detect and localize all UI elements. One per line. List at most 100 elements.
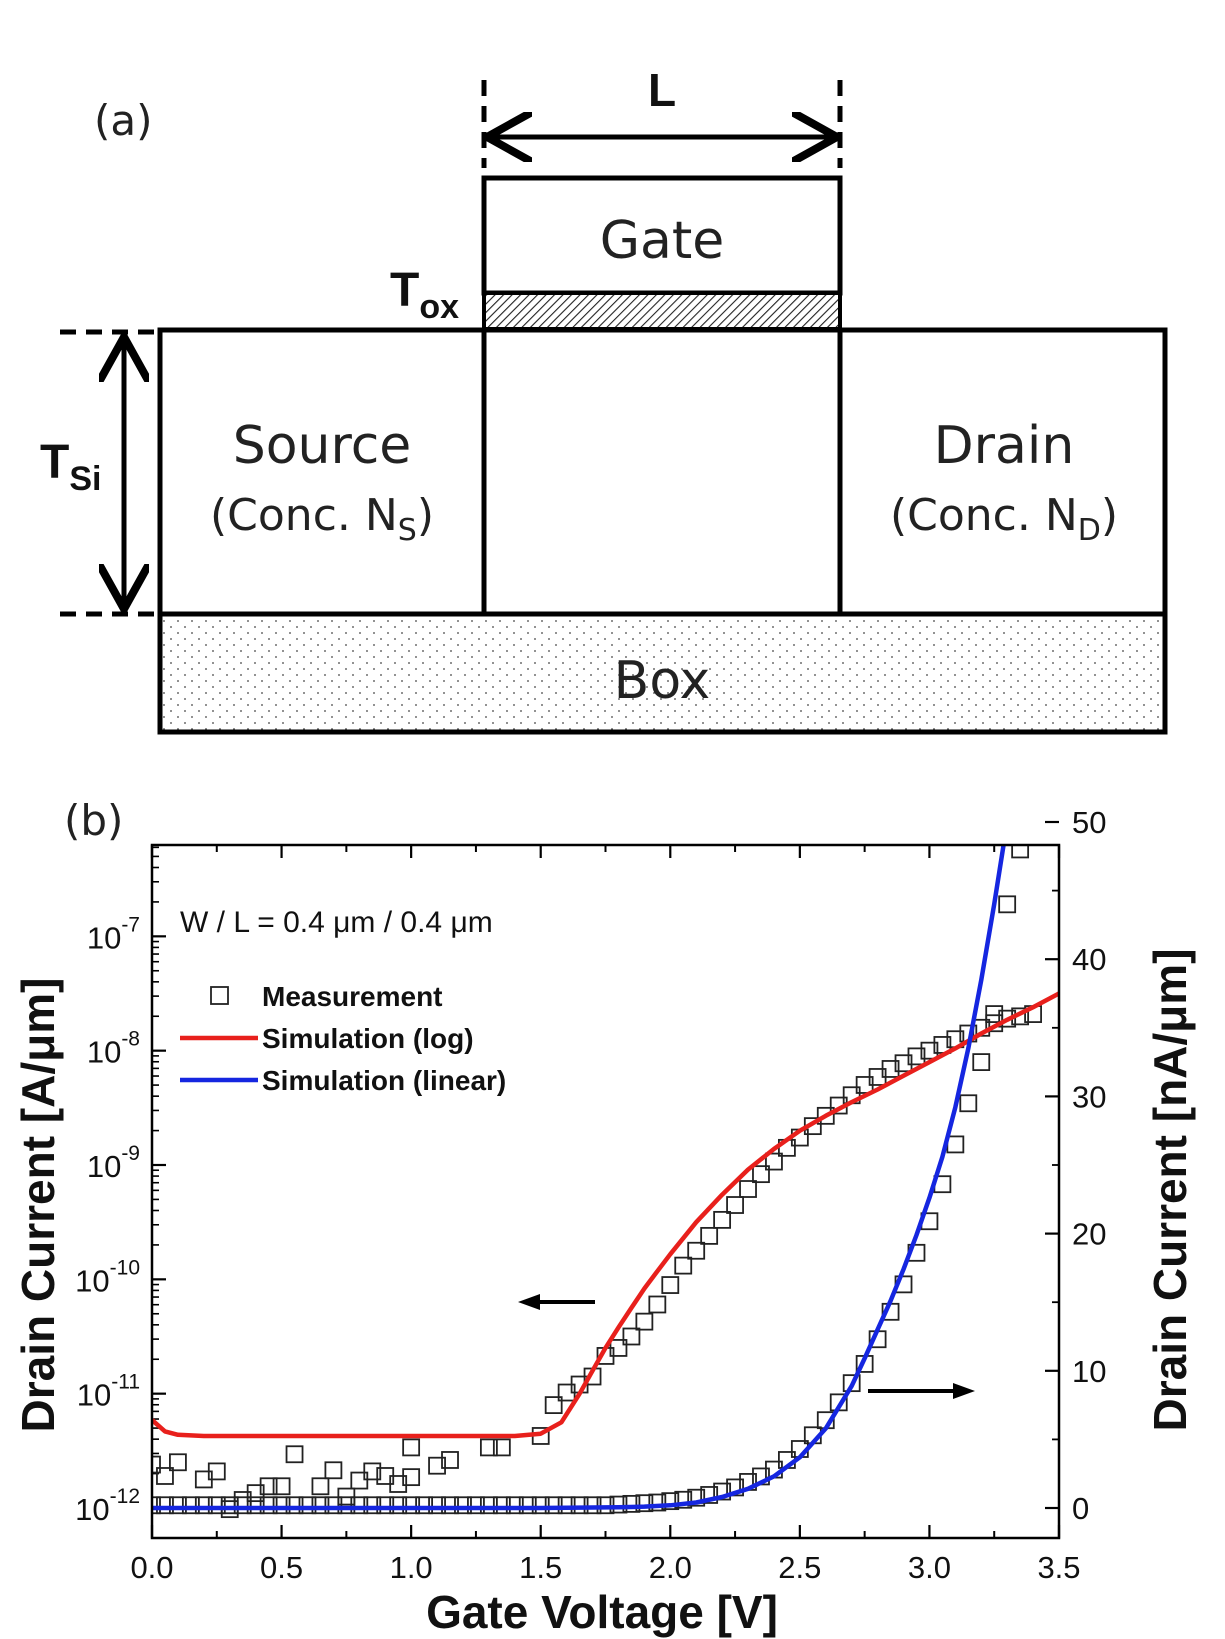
device-cross-section-diagram: (a) L Gate Tox Source (Conc. NS) Drain (… xyxy=(40,64,1168,735)
measurement-point xyxy=(674,1490,693,1509)
buried-oxide-layer xyxy=(157,611,1168,735)
x-tick-label: 1.0 xyxy=(390,1550,433,1585)
measurement-point xyxy=(246,1484,265,1503)
measurement-point xyxy=(311,1496,330,1515)
y-left-tick-label: 10-12 xyxy=(75,1485,140,1527)
measurement-point xyxy=(972,1053,991,1071)
measurement-point xyxy=(946,1135,965,1154)
measurement-point xyxy=(363,1496,382,1515)
measurement-point xyxy=(479,1438,498,1457)
measurement-point xyxy=(169,1496,187,1515)
measurement-point xyxy=(272,1477,291,1496)
y-right-axis-label: Drain Current [nA/μm] xyxy=(1144,948,1196,1431)
length-label: L xyxy=(648,64,676,116)
measurement-point xyxy=(376,1496,395,1515)
x-tick-label: 3.0 xyxy=(908,1550,951,1585)
measurement-point xyxy=(181,1496,200,1515)
measurement-point xyxy=(881,1060,900,1078)
x-tick-label: 2.0 xyxy=(649,1550,692,1585)
measurement-point xyxy=(337,1496,356,1515)
measurement-point xyxy=(726,1196,744,1214)
measurement-point xyxy=(765,1152,783,1171)
measurement-point xyxy=(816,1106,835,1125)
measurement-point xyxy=(648,1493,667,1512)
measurement-point xyxy=(531,1496,550,1515)
x-tick-label: 3.5 xyxy=(1037,1550,1080,1585)
source-label: Source xyxy=(233,416,412,476)
simulation-linear-line xyxy=(152,845,1006,1511)
tsi-label: TSi xyxy=(40,436,101,498)
measurement-point xyxy=(207,1462,226,1481)
measurement-point xyxy=(285,1496,304,1515)
gate-block xyxy=(481,175,843,296)
source-concentration: (Conc. NS) xyxy=(210,490,434,548)
y-right-tick-label: 30 xyxy=(1072,1079,1106,1114)
drain-concentration: (Conc. ND) xyxy=(890,490,1118,548)
transfer-characteristics-chart: (b) 0.0 0.5 1.0 1.5 2.0 2.5 3.0 3.5 10-12 10-11 10… xyxy=(12,796,1196,1638)
measurement-point xyxy=(894,1054,913,1073)
measurement-point xyxy=(700,1486,719,1504)
measurement-point xyxy=(492,1438,511,1457)
measurement-point xyxy=(311,1477,330,1496)
panel-b-label: (b) xyxy=(64,796,123,845)
measurement-point xyxy=(920,1041,939,1060)
chart-annotation: W / L = 0.4 μm / 0.4 μm xyxy=(180,906,493,939)
measurement-point xyxy=(152,1455,161,1474)
measurement-point xyxy=(259,1477,278,1496)
measurement-point xyxy=(635,1494,654,1513)
measurement-point xyxy=(713,1210,732,1229)
drain-label: Drain xyxy=(934,416,1075,476)
measurement-point xyxy=(635,1312,654,1331)
y-left-tick-label: 10-11 xyxy=(77,1371,140,1413)
measurement-point xyxy=(1011,845,1030,859)
measurement-point xyxy=(492,1496,511,1515)
arrow-to-left-axis-head xyxy=(518,1294,540,1310)
legend-label: Simulation (log) xyxy=(262,1023,474,1054)
measurement-point xyxy=(557,1496,576,1515)
plot-frame xyxy=(150,843,1061,1540)
measurement-point xyxy=(285,1445,304,1464)
measurement-point xyxy=(441,1496,459,1515)
measurement-point xyxy=(739,1180,757,1198)
legend-label: Measurement xyxy=(262,981,443,1012)
x-tick-label: 1.5 xyxy=(519,1550,562,1585)
measurement-point xyxy=(298,1496,317,1515)
panel-a-label: (a) xyxy=(94,96,153,145)
measurement-point xyxy=(907,1047,926,1066)
y-left-tick-label: 10-10 xyxy=(75,1256,140,1298)
measurement-point xyxy=(402,1468,421,1487)
measurement-point xyxy=(998,895,1017,914)
measurement-point xyxy=(350,1496,369,1515)
measurement-point xyxy=(609,1495,628,1514)
measurement-point xyxy=(156,1467,174,1485)
measurement-point xyxy=(454,1496,472,1515)
measurement-point xyxy=(752,1165,770,1184)
y-right-tick-label: 20 xyxy=(1072,1217,1106,1252)
measurement-point xyxy=(622,1494,641,1513)
measurement-point xyxy=(505,1496,524,1515)
measurement-point xyxy=(842,1374,861,1393)
measurement-point xyxy=(156,1496,174,1515)
measurement-point xyxy=(389,1496,408,1515)
measurement-point xyxy=(272,1496,291,1515)
measurement-point xyxy=(674,1256,693,1275)
legend-measurement-marker xyxy=(210,986,229,1005)
y-right-tick-label: 50 xyxy=(1072,805,1106,840)
measurement-point xyxy=(479,1496,498,1515)
tox-label: Tox xyxy=(390,264,459,326)
measurement-point xyxy=(726,1478,744,1497)
measurement-point xyxy=(713,1482,732,1501)
plot-data xyxy=(152,845,1059,1519)
length-dimension: L xyxy=(481,64,843,168)
y-left-tick-label: 10-9 xyxy=(87,1142,140,1184)
x-tick-label: 2.5 xyxy=(778,1550,821,1585)
measurement-point xyxy=(570,1496,589,1515)
measurement-point xyxy=(467,1496,485,1515)
measurement-point xyxy=(661,1276,680,1294)
measurement-point xyxy=(441,1451,459,1469)
y-right-tick-label: 40 xyxy=(1072,942,1106,977)
measurement-point xyxy=(350,1471,369,1490)
measurement-point xyxy=(194,1496,213,1515)
series-direction-arrows xyxy=(518,1294,975,1399)
measurement-point xyxy=(622,1327,641,1346)
